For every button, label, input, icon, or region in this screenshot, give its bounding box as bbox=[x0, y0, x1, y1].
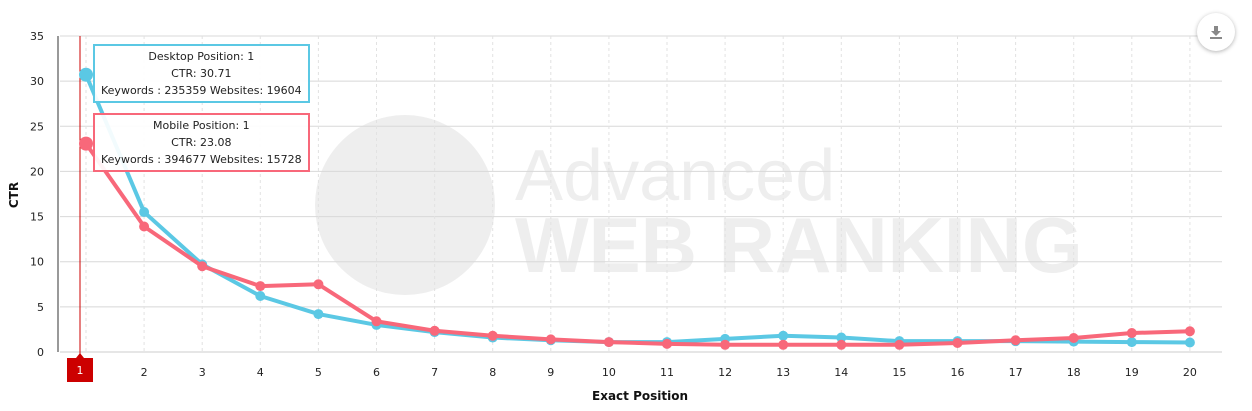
data-point-desktop bbox=[836, 332, 847, 343]
crosshair-label-pointer bbox=[76, 353, 84, 358]
data-point-desktop bbox=[255, 291, 266, 302]
data-point-mobile bbox=[1010, 335, 1021, 346]
x-tick-label: 8 bbox=[489, 366, 496, 379]
data-point-mobile bbox=[487, 330, 498, 341]
data-point-mobile bbox=[429, 325, 440, 336]
data-point-desktop bbox=[79, 67, 93, 82]
x-tick-label: 10 bbox=[602, 366, 616, 379]
y-tick-label: 25 bbox=[30, 120, 44, 133]
y-tick-label: 20 bbox=[30, 165, 44, 178]
x-tick-label: 4 bbox=[257, 366, 264, 379]
y-tick-label: 15 bbox=[30, 211, 44, 224]
data-point-mobile bbox=[778, 339, 789, 350]
data-point-mobile bbox=[1184, 326, 1195, 337]
data-point-mobile bbox=[313, 279, 324, 290]
y-tick-label: 30 bbox=[30, 75, 44, 88]
watermark-text-1: Advanced bbox=[515, 136, 835, 216]
crosshair-label-box bbox=[67, 358, 93, 382]
x-tick-label: 13 bbox=[776, 366, 790, 379]
x-tick-label: 19 bbox=[1125, 366, 1139, 379]
x-tick-label: 12 bbox=[718, 366, 732, 379]
series-line-mobile bbox=[84, 142, 1190, 347]
x-tick-label: 9 bbox=[547, 366, 554, 379]
data-point-mobile bbox=[545, 334, 556, 345]
tooltip-desktop-line2: CTR: 30.71 bbox=[171, 67, 232, 80]
data-point-mobile bbox=[720, 339, 731, 350]
watermark-globe bbox=[315, 115, 495, 295]
data-point-mobile bbox=[1068, 333, 1079, 344]
x-tick-label: 18 bbox=[1067, 366, 1081, 379]
tooltip-mobile: Mobile Position: 1 CTR: 23.08 Keywords :… bbox=[93, 113, 310, 172]
data-point-mobile bbox=[1126, 328, 1137, 339]
download-button[interactable] bbox=[1197, 13, 1235, 51]
x-tick-label: 11 bbox=[660, 366, 674, 379]
data-point-mobile bbox=[139, 221, 150, 232]
tooltip-desktop-line3: Keywords : 235359 Websites: 19604 bbox=[101, 84, 302, 97]
x-tick-label: 5 bbox=[315, 366, 322, 379]
data-point-desktop bbox=[313, 309, 324, 320]
y-tick-label: 35 bbox=[30, 30, 44, 43]
data-point-mobile bbox=[255, 281, 266, 292]
data-point-desktop bbox=[139, 207, 150, 218]
x-tick-label: 6 bbox=[373, 366, 380, 379]
tooltip-mobile-line1: Mobile Position: 1 bbox=[153, 119, 250, 132]
watermark-text-2: WEB RANKING bbox=[515, 201, 1083, 289]
data-point-mobile bbox=[603, 337, 614, 348]
crosshair-label: 1 bbox=[77, 364, 84, 377]
data-point-mobile bbox=[371, 316, 382, 327]
x-tick-label: 14 bbox=[834, 366, 848, 379]
data-point-desktop bbox=[1126, 337, 1137, 348]
y-axis-title: CTR bbox=[7, 182, 21, 208]
data-point-mobile bbox=[197, 261, 208, 272]
x-tick-label: 16 bbox=[951, 366, 965, 379]
y-tick-label: 0 bbox=[37, 346, 44, 359]
x-tick-label: 2 bbox=[141, 366, 148, 379]
tooltip-mobile-line3: Keywords : 394677 Websites: 15728 bbox=[101, 153, 302, 166]
data-point-desktop bbox=[1184, 337, 1195, 348]
x-tick-label: 3 bbox=[199, 366, 206, 379]
data-point-desktop bbox=[778, 330, 789, 341]
data-point-mobile bbox=[894, 339, 905, 350]
data-point-mobile bbox=[952, 337, 963, 348]
x-tick-label: 15 bbox=[892, 366, 906, 379]
y-tick-label: 10 bbox=[30, 256, 44, 269]
data-point-mobile bbox=[836, 339, 847, 350]
tooltip-mobile-line2: CTR: 23.08 bbox=[171, 136, 232, 149]
data-point-mobile bbox=[662, 338, 672, 349]
y-tick-label: 5 bbox=[37, 301, 44, 314]
x-axis-title: Exact Position bbox=[592, 389, 688, 403]
x-tick-label: 7 bbox=[431, 366, 438, 379]
data-point-mobile bbox=[79, 136, 93, 151]
x-tick-label: 17 bbox=[1009, 366, 1023, 379]
tooltip-desktop: Desktop Position: 1 CTR: 30.71 Keywords … bbox=[93, 44, 310, 103]
x-tick-label: 20 bbox=[1183, 366, 1197, 379]
download-icon bbox=[1210, 26, 1222, 39]
tooltip-desktop-line1: Desktop Position: 1 bbox=[148, 50, 255, 63]
